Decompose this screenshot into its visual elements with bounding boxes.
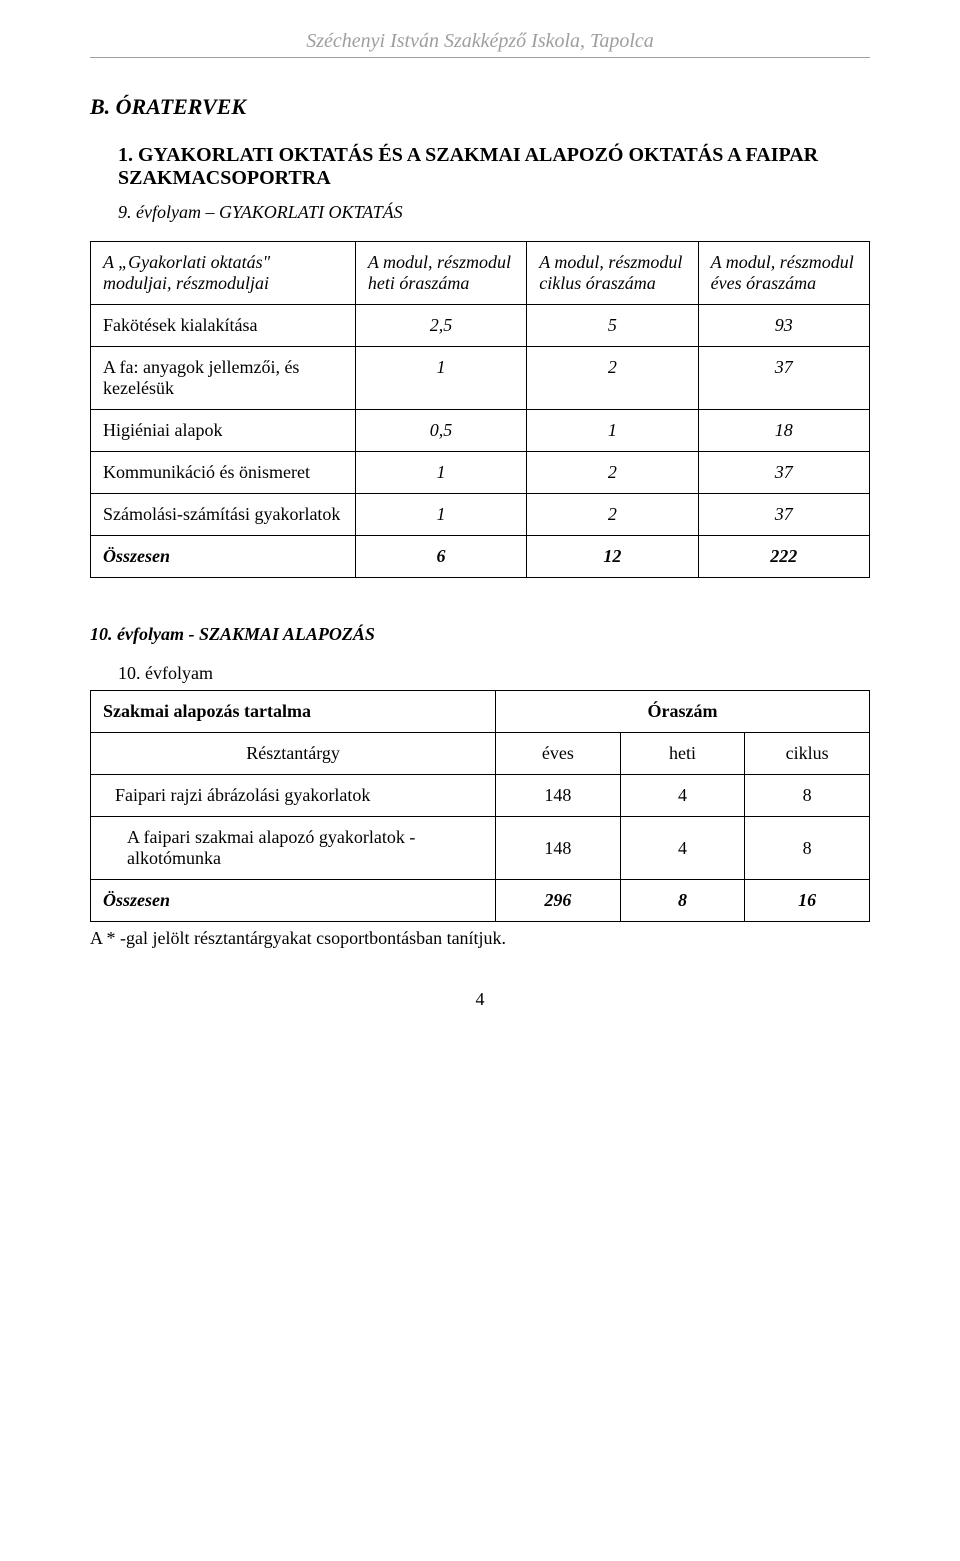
t2-r0-eves: 148 bbox=[496, 775, 621, 817]
t2-r1-ciklus: 8 bbox=[745, 817, 870, 880]
t1-r0-v2: 5 bbox=[527, 305, 698, 347]
t1-r1-v2: 2 bbox=[527, 347, 698, 410]
t1-total-label: Összesen bbox=[91, 536, 356, 578]
t1-h3: A modul, részmodul éves óraszáma bbox=[698, 242, 869, 305]
table-row: Kommunikáció és önismeret 1 2 37 bbox=[91, 452, 870, 494]
t2-total-heti: 8 bbox=[620, 880, 745, 922]
table-2-header-row-1: Szakmai alapozás tartalma Óraszám bbox=[91, 691, 870, 733]
running-header: Széchenyi István Szakképző Iskola, Tapol… bbox=[90, 30, 870, 58]
section-b-title: B. ÓRATERVEK bbox=[90, 94, 870, 120]
table-row: Fakötések kialakítása 2,5 5 93 bbox=[91, 305, 870, 347]
table-2-header-row-2: Résztantárgy éves heti ciklus bbox=[91, 733, 870, 775]
t2-h-ciklus: ciklus bbox=[745, 733, 870, 775]
section1-line9: 9. évfolyam – GYAKORLATI OKTATÁS bbox=[118, 202, 870, 223]
t2-h-heti: heti bbox=[620, 733, 745, 775]
t2-h-oraszam: Óraszám bbox=[496, 691, 870, 733]
t2-r1-eves: 148 bbox=[496, 817, 621, 880]
t1-r1-label: A fa: anyagok jellemzői, és kezelésük bbox=[91, 347, 356, 410]
t1-total-v1: 6 bbox=[355, 536, 526, 578]
t2-r0-heti: 4 bbox=[620, 775, 745, 817]
t2-total-ciklus: 16 bbox=[745, 880, 870, 922]
t1-r4-v1: 1 bbox=[355, 494, 526, 536]
section2-title-text: 10. évfolyam - SZAKMAI ALAPOZÁS bbox=[90, 624, 375, 644]
section1-title: 1. GYAKORLATI OKTATÁS ÉS A SZAKMAI ALAPO… bbox=[118, 144, 870, 190]
table-1: A „Gyakorlati oktatás" moduljai, részmod… bbox=[90, 241, 870, 578]
table-2: Szakmai alapozás tartalma Óraszám Részta… bbox=[90, 690, 870, 922]
t2-r1-heti: 4 bbox=[620, 817, 745, 880]
t2-h-tartalma: Szakmai alapozás tartalma bbox=[91, 691, 496, 733]
table-row: A faipari szakmai alapozó gyakorlatok - … bbox=[91, 817, 870, 880]
t2-h-eves: éves bbox=[496, 733, 621, 775]
section2-line10: 10. évfolyam bbox=[118, 663, 870, 684]
t1-r4-v2: 2 bbox=[527, 494, 698, 536]
t1-r1-v1: 1 bbox=[355, 347, 526, 410]
footnote: A * -gal jelölt résztantárgyakat csoport… bbox=[90, 928, 870, 949]
page-container: Széchenyi István Szakképző Iskola, Tapol… bbox=[0, 0, 960, 1070]
t1-r2-v2: 1 bbox=[527, 410, 698, 452]
t1-h2: A modul, részmodul ciklus óraszáma bbox=[527, 242, 698, 305]
t1-r3-v2: 2 bbox=[527, 452, 698, 494]
t1-r2-v3: 18 bbox=[698, 410, 869, 452]
t1-r3-v3: 37 bbox=[698, 452, 869, 494]
table-row: Számolási-számítási gyakorlatok 1 2 37 bbox=[91, 494, 870, 536]
t2-r0-label: Faipari rajzi ábrázolási gyakorlatok bbox=[91, 775, 496, 817]
t2-r0-ciklus: 8 bbox=[745, 775, 870, 817]
t2-h-resztantargy: Résztantárgy bbox=[91, 733, 496, 775]
t1-r3-v1: 1 bbox=[355, 452, 526, 494]
table-row: A fa: anyagok jellemzői, és kezelésük 1 … bbox=[91, 347, 870, 410]
t1-r2-label: Higiéniai alapok bbox=[91, 410, 356, 452]
t1-h1: A modul, részmodul heti óraszáma bbox=[355, 242, 526, 305]
t1-r2-v1: 0,5 bbox=[355, 410, 526, 452]
t2-total-label: Összesen bbox=[91, 880, 496, 922]
t1-r0-v1: 2,5 bbox=[355, 305, 526, 347]
t1-total-v2: 12 bbox=[527, 536, 698, 578]
t1-r1-v3: 37 bbox=[698, 347, 869, 410]
t1-h0: A „Gyakorlati oktatás" moduljai, részmod… bbox=[91, 242, 356, 305]
t1-r0-v3: 93 bbox=[698, 305, 869, 347]
t2-total-eves: 296 bbox=[496, 880, 621, 922]
table-row: Higiéniai alapok 0,5 1 18 bbox=[91, 410, 870, 452]
t1-r0-label: Fakötések kialakítása bbox=[91, 305, 356, 347]
table-row: Faipari rajzi ábrázolási gyakorlatok 148… bbox=[91, 775, 870, 817]
t1-total-v3: 222 bbox=[698, 536, 869, 578]
t1-r4-v3: 37 bbox=[698, 494, 869, 536]
t1-r3-label: Kommunikáció és önismeret bbox=[91, 452, 356, 494]
table-1-total-row: Összesen 6 12 222 bbox=[91, 536, 870, 578]
section2-title: 10. évfolyam - SZAKMAI ALAPOZÁS bbox=[90, 624, 870, 645]
t1-r4-label: Számolási-számítási gyakorlatok bbox=[91, 494, 356, 536]
t2-r1-label: A faipari szakmai alapozó gyakorlatok - … bbox=[91, 817, 496, 880]
table-2-total-row: Összesen 296 8 16 bbox=[91, 880, 870, 922]
page-number: 4 bbox=[90, 989, 870, 1010]
table-1-header-row: A „Gyakorlati oktatás" moduljai, részmod… bbox=[91, 242, 870, 305]
